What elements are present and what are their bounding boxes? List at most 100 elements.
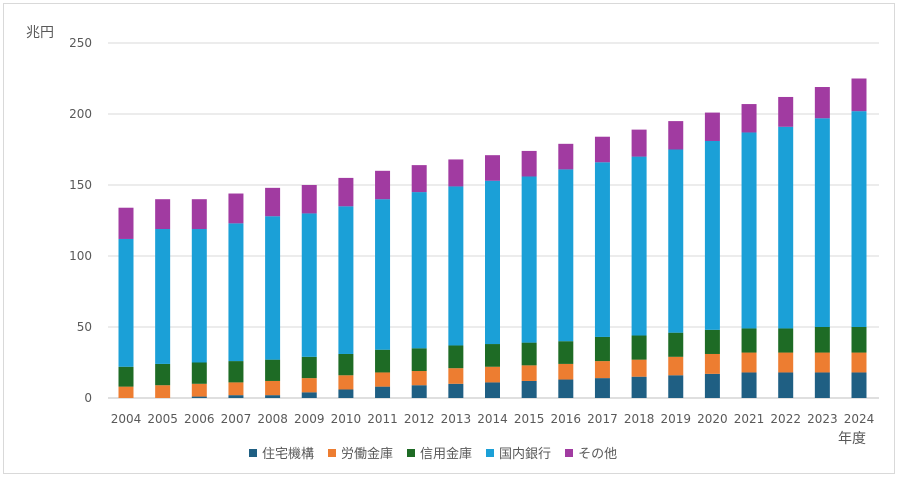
bar-segment [558, 363, 574, 380]
bar-segment [741, 104, 757, 133]
x-tick-label: 2013 [441, 412, 472, 426]
x-tick-label: 2015 [514, 412, 545, 426]
legend-item: 労働金庫 [328, 443, 393, 462]
x-tick-label: 2021 [734, 412, 765, 426]
bar-segment [155, 363, 171, 386]
bar-segment [631, 129, 647, 157]
bar-segment [448, 383, 464, 398]
bar-segment [265, 359, 281, 381]
x-tick-label: 2020 [697, 412, 728, 426]
bar-segment [375, 349, 391, 373]
bar-segment [668, 356, 684, 376]
y-axis-unit-label: 兆円 [26, 25, 54, 41]
bar-segment [448, 368, 464, 384]
bar-segment [851, 372, 867, 398]
bar-segment [668, 375, 684, 398]
bar-segment [704, 329, 720, 354]
legend-label: その他 [578, 447, 618, 462]
bar-segment [118, 207, 134, 239]
y-tick-label: 0 [84, 391, 92, 405]
bars [118, 78, 867, 398]
bar-segment [301, 378, 317, 393]
y-tick-label: 100 [69, 249, 92, 263]
bar-segment [631, 376, 647, 398]
bar-segment [118, 238, 134, 367]
bar-segment [448, 159, 464, 187]
bar-segment [631, 359, 647, 377]
legend-swatch [565, 448, 574, 457]
bar-segment [155, 199, 171, 230]
bar-segment [741, 372, 757, 398]
bar-segment [228, 193, 244, 224]
x-axis-unit-label: 年度 [838, 431, 866, 447]
x-tick-label: 2016 [551, 412, 582, 426]
y-tick-label: 150 [69, 178, 92, 192]
legend-label: 国内銀行 [499, 447, 552, 462]
legend-swatch [328, 448, 337, 457]
bar-segment [521, 342, 537, 366]
bar-segment [851, 352, 867, 373]
bar-segment [778, 352, 794, 373]
bar-segment [851, 327, 867, 353]
bar-segment [668, 332, 684, 357]
bar-segment [778, 126, 794, 329]
bar-segment [485, 155, 500, 181]
bar-segment [191, 199, 207, 230]
legend-item: 住宅機構 [249, 443, 314, 462]
bar-segment [631, 335, 647, 360]
bar-segment [411, 371, 427, 386]
bar-segment [411, 192, 427, 349]
bar-segment [668, 149, 684, 333]
legend-label: 信用金庫 [420, 447, 473, 462]
bar-segment [558, 143, 574, 170]
bar-segment [485, 382, 500, 398]
bar-segment [301, 392, 317, 398]
x-tick-label: 2011 [367, 412, 398, 426]
x-tick-label: 2005 [147, 412, 178, 426]
bar-segment [814, 327, 830, 353]
bar-segment [191, 229, 207, 363]
bar-segment [485, 344, 500, 367]
bar-segment [741, 352, 757, 373]
legend-item: 信用金庫 [407, 443, 472, 462]
bar-segment [411, 348, 427, 372]
legend-item: その他 [565, 443, 617, 462]
bar-segment [704, 373, 720, 398]
bar-segment [668, 121, 684, 150]
bar-segment [301, 185, 317, 214]
bar-segment [521, 365, 537, 381]
x-tick-label: 2009 [294, 412, 325, 426]
bar-segment [191, 396, 207, 398]
legend-label: 労働金庫 [341, 447, 394, 462]
bar-segment [228, 395, 244, 398]
legend-label: 住宅機構 [262, 447, 315, 462]
bar-segment [265, 216, 281, 360]
bar-segment [485, 180, 500, 345]
bar-segment [594, 136, 610, 163]
bar-segment [448, 345, 464, 369]
bar-segment [778, 372, 794, 398]
legend: 住宅機構 労働金庫 信用金庫 国内銀行 その他 [249, 443, 617, 462]
bar-segment [521, 150, 537, 177]
bar-segment [521, 176, 537, 343]
bar-segment [594, 378, 610, 398]
bar-segment [704, 140, 720, 330]
bar-segment [338, 353, 354, 376]
bar-segment [411, 385, 427, 398]
bar-segment [191, 362, 207, 384]
x-tick-label: 2019 [660, 412, 691, 426]
legend-swatch [486, 448, 495, 457]
x-tick-label: 2007 [221, 412, 252, 426]
bar-segment [338, 206, 354, 354]
stacked-bar-chart: 0 50 100 150 200 250 2004 2005 2006 2007 2008 2009… [26, 25, 879, 447]
bar-segment [375, 386, 391, 398]
bar-segment [265, 380, 281, 396]
bar-segment [228, 382, 244, 396]
bar-segment [118, 386, 134, 398]
bar-segment [191, 383, 207, 397]
bar-segment [155, 385, 171, 398]
x-tick-label: 2023 [807, 412, 838, 426]
x-tick-label: 2017 [587, 412, 618, 426]
bar-segment [485, 366, 500, 383]
bar-segment [338, 389, 354, 398]
